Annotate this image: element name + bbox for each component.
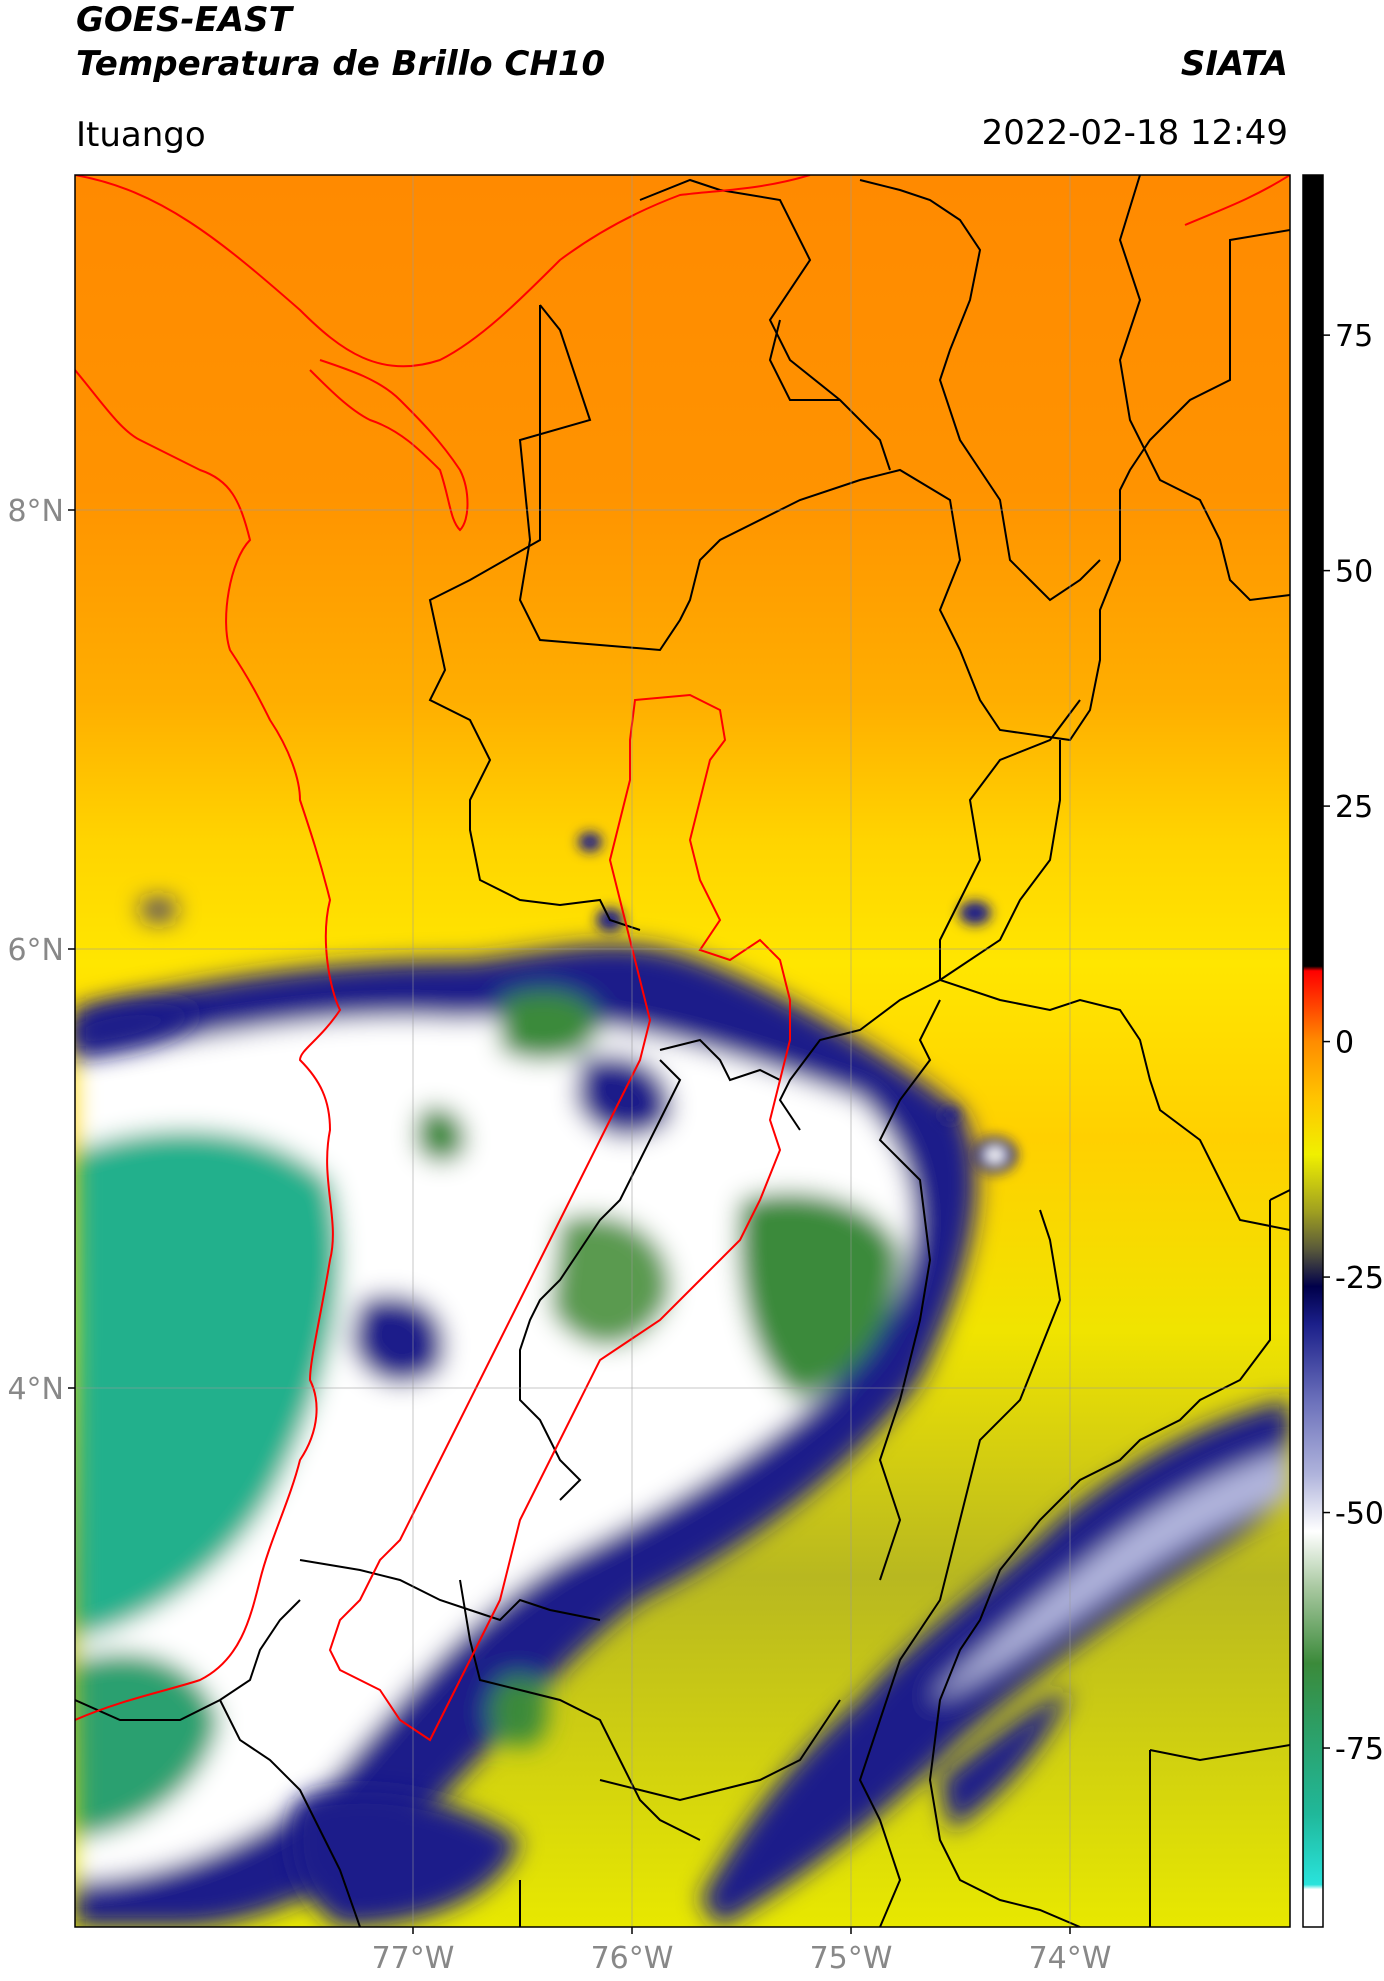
lon-label: 76°W <box>591 1941 674 1976</box>
colorbar-tick-label: -75 <box>1335 1732 1384 1767</box>
product-subtitle: Temperatura de Brillo CH10 <box>76 44 606 84</box>
colorbar-scale <box>1302 174 1324 1928</box>
lat-label: 4°N <box>7 1372 64 1407</box>
graticule <box>75 175 1290 1927</box>
colorbar: 75 50 25 0 -25 -50 -75 <box>1302 174 1384 1928</box>
country-borders <box>75 175 1290 1742</box>
lon-label: 77°W <box>372 1941 455 1976</box>
lon-label: 75°W <box>810 1941 893 1976</box>
admin-borders <box>75 175 1290 1927</box>
map-frame <box>74 174 1291 1928</box>
colorbar-tick-label: 25 <box>1335 790 1373 825</box>
lat-label: 6°N <box>7 933 64 968</box>
temperature-field <box>75 175 1290 1927</box>
brand-label: SIATA <box>1180 44 1288 84</box>
axis-ticks <box>68 509 1071 1934</box>
product-title: GOES-EAST <box>76 0 292 40</box>
lon-label: 74°W <box>1029 1941 1112 1976</box>
colorbar-tick-label: -50 <box>1335 1497 1384 1532</box>
colorbar-tick-label: 75 <box>1335 319 1373 354</box>
colorbar-tick-label: -25 <box>1335 1261 1384 1296</box>
timestamp-label: 2022-02-18 12:49 <box>981 113 1288 153</box>
colorbar-tick-label: 50 <box>1335 555 1373 590</box>
colorbar-tick-label: 0 <box>1335 1026 1354 1061</box>
location-label: Ituango <box>76 115 206 155</box>
lat-label: 8°N <box>7 494 64 529</box>
